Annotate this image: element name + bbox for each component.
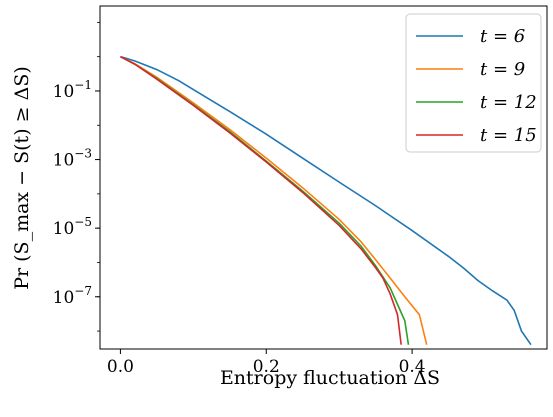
- legend-label-1: t = 6: [480, 26, 525, 47]
- series-line-4: [120, 55, 402, 345]
- y-tick-label: 10−3: [53, 147, 92, 171]
- legend-frame: [405, 13, 542, 153]
- legend-label-4: t = 15: [480, 125, 537, 146]
- x-tick-label: 0.2: [253, 357, 280, 377]
- series-layer: [120, 55, 532, 346]
- series-line-1: [120, 55, 532, 346]
- legend-label-2: t = 9: [480, 59, 525, 80]
- series-line-2: [120, 55, 428, 345]
- x-tick-label: 0.0: [107, 357, 134, 377]
- legend-label-3: t = 12: [480, 92, 537, 113]
- y-axis: 10−1 10−3 10−5 10−7: [53, 21, 100, 332]
- y-axis-label: Pr (S_max − S(t) ≥ ΔS): [11, 66, 33, 290]
- x-axis: 0.0 0.2 0.4: [107, 349, 426, 377]
- x-tick-label: 0.4: [399, 357, 426, 377]
- plot-frame: [99, 5, 548, 350]
- y-tick-label: 10−1: [53, 78, 92, 102]
- y-tick-label: 10−7: [53, 284, 92, 308]
- y-tick-label: 10−5: [53, 215, 92, 239]
- legend: t = 6 t = 9 t = 12 t = 15: [405, 13, 542, 153]
- x-axis-label: Entropy fluctuation ΔS: [220, 367, 440, 389]
